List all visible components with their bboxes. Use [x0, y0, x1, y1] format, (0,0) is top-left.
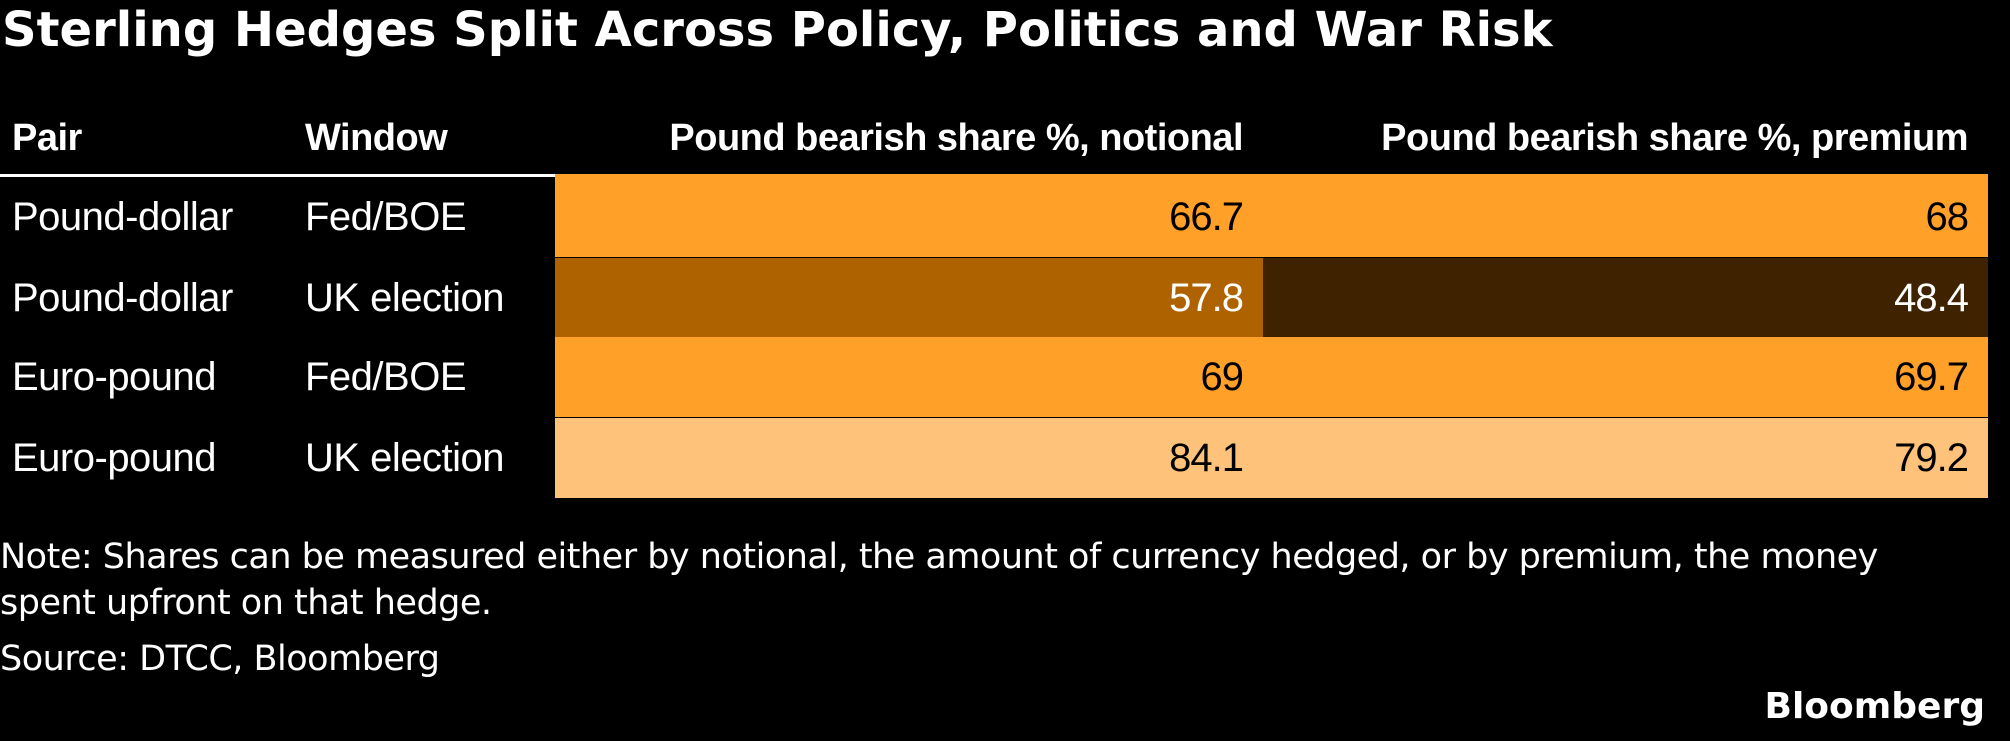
chart-title: Sterling Hedges Split Across Policy, Pol…	[2, 2, 1553, 58]
table-row: Pound-dollar Fed/BOE 66.7 68	[0, 177, 1988, 257]
cell-notional: 84.1	[555, 418, 1263, 498]
cell-pair: Euro-pound	[12, 436, 217, 480]
footnote: Note: Shares can be measured either by n…	[0, 537, 1878, 623]
source-note: Source: DTCC, Bloomberg	[0, 639, 440, 679]
cell-pair: Pound-dollar	[12, 276, 233, 320]
header-rule	[0, 174, 555, 177]
cell-pair: Euro-pound	[12, 355, 217, 399]
column-header-premium: Pound bearish share %, premium	[1381, 117, 1968, 159]
cell-notional: 66.7	[555, 177, 1263, 257]
cell-window: Fed/BOE	[305, 195, 467, 239]
header-rule-accent	[555, 174, 1988, 177]
column-header-pair: Pair	[12, 117, 82, 159]
cell-premium: 69.7	[1263, 337, 1988, 417]
table-row: Euro-pound UK election 84.1 79.2	[0, 418, 1988, 498]
cell-notional: 57.8	[555, 258, 1263, 338]
table-row: Pound-dollar UK election 57.8 48.4	[0, 258, 1988, 338]
cell-notional: 69	[555, 337, 1263, 417]
cell-premium: 68	[1263, 177, 1988, 257]
cell-premium: 48.4	[1263, 258, 1988, 338]
column-header-notional: Pound bearish share %, notional	[669, 117, 1243, 159]
bloomberg-logo: Bloomberg	[1764, 686, 1985, 727]
cell-window: Fed/BOE	[305, 355, 467, 399]
cell-window: UK election	[305, 276, 505, 320]
cell-premium: 79.2	[1263, 418, 1988, 498]
column-header-window: Window	[305, 117, 448, 159]
table-row: Euro-pound Fed/BOE 69 69.7	[0, 337, 1988, 417]
cell-pair: Pound-dollar	[12, 195, 233, 239]
cell-window: UK election	[305, 436, 505, 480]
